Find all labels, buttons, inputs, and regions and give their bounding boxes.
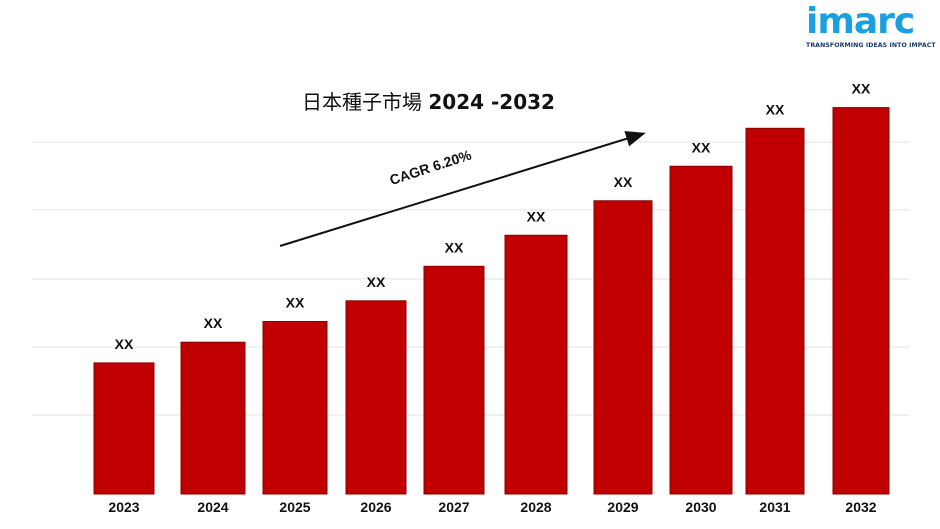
bars [93, 107, 890, 495]
data-label: XX [286, 295, 305, 311]
bar-2028 [504, 234, 568, 495]
x-tick-label: 2030 [685, 499, 716, 515]
x-tick-label: 2029 [607, 499, 638, 515]
chart-title-text: 日本種子市場 [302, 90, 422, 114]
bar-2023 [93, 362, 155, 495]
chart-title: 日本種子市場 2024 -2032 [302, 86, 555, 115]
bar-2029 [593, 200, 653, 495]
data-label: XX [367, 274, 386, 290]
x-tick-label: 2032 [845, 499, 876, 515]
chart-title-years: 2024 -2032 [428, 90, 555, 114]
bar-2024 [180, 341, 246, 495]
x-tick-label: 2027 [438, 499, 469, 515]
data-label: XX [692, 139, 711, 155]
data-label: XX [852, 81, 871, 97]
x-tick-label: 2031 [759, 499, 790, 515]
cagr-arrow: CAGR 6.20% [279, 131, 646, 247]
bar-2030 [669, 165, 733, 495]
data-label: XX [204, 315, 223, 331]
trend-arrow [279, 131, 646, 247]
x-tick-label: 2026 [360, 499, 391, 515]
bar-2027 [423, 265, 485, 495]
bar-2025 [262, 321, 328, 495]
logo-wordmark: imarc [806, 1, 915, 42]
bar-2026 [345, 300, 407, 495]
x-axis-ticks: 2023 2024 2025 2026 2027 2028 2029 2030 2031 2032 [108, 499, 876, 515]
bar-2031 [745, 127, 805, 495]
x-tick-label: 2024 [197, 499, 228, 515]
bar-2032 [832, 107, 890, 495]
data-label: XX [766, 101, 785, 117]
data-label: XX [445, 239, 464, 255]
data-label: XX [614, 174, 633, 190]
cagr-label: CAGR 6.20% [388, 146, 474, 188]
imarc-logo: imarc TRANSFORMING IDEAS INTO IMPACT [806, 1, 936, 50]
logo-tagline: TRANSFORMING IDEAS INTO IMPACT [806, 42, 936, 49]
x-tick-label: 2025 [279, 499, 310, 515]
data-label: XX [527, 208, 546, 224]
x-tick-label: 2028 [520, 499, 551, 515]
x-tick-label: 2023 [108, 499, 139, 515]
data-label: XX [115, 336, 134, 352]
data-labels: XX XX XX XX XX XX XX XX XX XX [115, 81, 871, 352]
